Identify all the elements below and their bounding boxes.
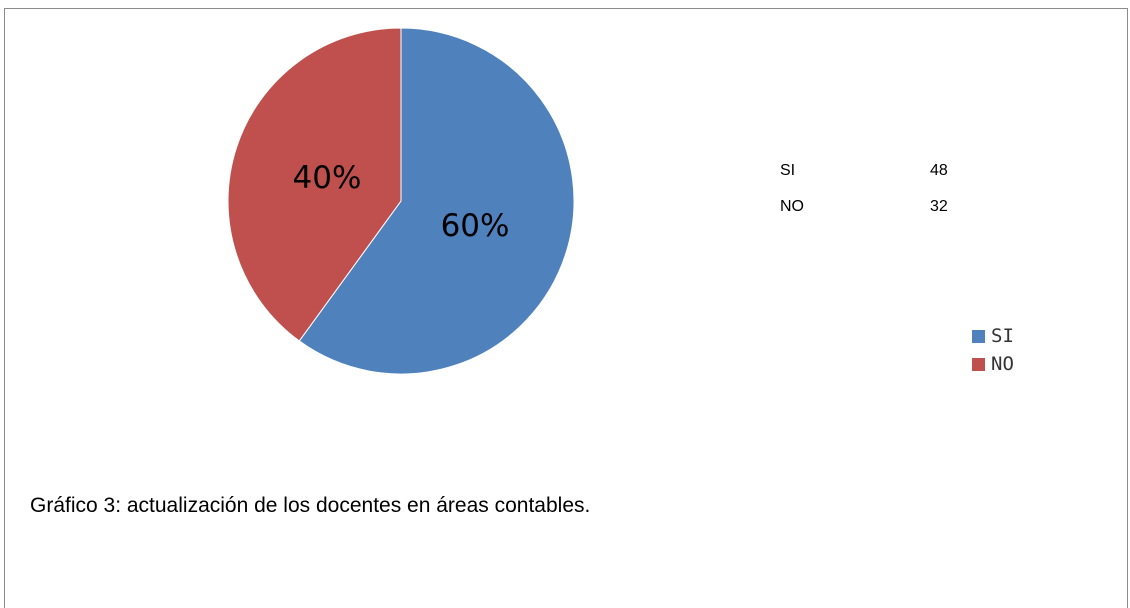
pie-label-si: 60% (441, 208, 510, 244)
legend-label-si: SI (991, 325, 1014, 347)
legend-item-si: SI (972, 322, 1014, 350)
legend-swatch-no (972, 357, 985, 371)
table-category: NO (780, 198, 804, 215)
chart-caption: Gráfico 3: actualización de los docentes… (30, 494, 591, 517)
pie-slice-si (298, 27, 575, 375)
pie-label-no: 40% (293, 160, 362, 196)
legend: SI NO (972, 322, 1014, 378)
legend-swatch-si (972, 329, 985, 343)
table-value: 32 (930, 198, 948, 215)
pie-chart: 60% 40% (227, 27, 575, 375)
chart-frame (4, 8, 1128, 608)
legend-label-no: NO (991, 353, 1014, 375)
pie-slice-no (227, 27, 402, 342)
table-value: 48 (930, 162, 948, 179)
legend-item-no: NO (972, 350, 1014, 378)
table-category: SI (780, 162, 796, 179)
